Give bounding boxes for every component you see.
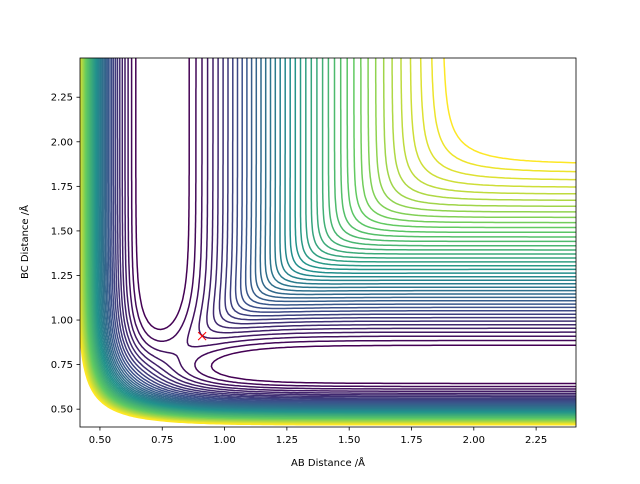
contour-line	[82, 58, 576, 422]
contour-line	[97, 58, 576, 411]
x-tick-label: 2.00	[463, 435, 485, 446]
contour-line	[104, 58, 576, 407]
contour-line	[87, 58, 576, 419]
contour-line	[110, 58, 576, 402]
contour-line	[119, 58, 576, 396]
x-tick-label: 1.75	[400, 435, 422, 446]
y-tick-label: 1.25	[51, 271, 73, 282]
contour-line	[107, 58, 576, 404]
y-tick-label: 2.25	[51, 93, 73, 104]
contour-line	[100, 58, 576, 410]
x-tick-label: 2.25	[525, 435, 547, 446]
contour-line	[80, 58, 576, 426]
axes-frame	[79, 57, 577, 428]
contour-line	[109, 58, 576, 403]
contour-line	[127, 58, 576, 390]
y-tick-label: 1.75	[51, 182, 73, 193]
contour-line	[121, 58, 576, 394]
x-tick-label: 1.50	[338, 435, 360, 446]
contour-line	[86, 58, 576, 419]
contour-line	[130, 58, 576, 388]
contour-line	[124, 58, 576, 392]
y-tick-label: 1.00	[51, 316, 73, 327]
contour-line	[103, 58, 576, 408]
y-axis-label: BC Distance /Å	[18, 205, 31, 279]
contour-line	[112, 58, 576, 401]
x-tick-label: 1.25	[276, 435, 298, 446]
y-tick-label: 2.00	[51, 137, 73, 148]
contour-line	[81, 58, 576, 423]
contour-line	[114, 58, 576, 399]
marker-stroke	[197, 331, 207, 341]
contour-line	[99, 58, 576, 410]
contour-line	[95, 58, 576, 413]
x-tick-label: 0.75	[151, 435, 173, 446]
x-axis-label: AB Distance /Å	[291, 456, 365, 469]
x-tick-label: 0.50	[89, 435, 111, 446]
contour-line	[101, 58, 576, 409]
y-tick-label: 0.75	[51, 360, 73, 371]
contour-line	[116, 58, 576, 398]
contour-line	[96, 58, 576, 412]
contour-line	[135, 58, 576, 385]
contour-line	[94, 58, 576, 414]
marker-point	[197, 331, 207, 341]
contour-line	[85, 58, 576, 420]
y-tick-label: 1.50	[51, 226, 73, 237]
y-tick-label: 0.50	[51, 405, 73, 416]
x-tick-label: 1.00	[213, 435, 235, 446]
contour-line	[106, 58, 576, 406]
contour-set	[80, 58, 576, 426]
